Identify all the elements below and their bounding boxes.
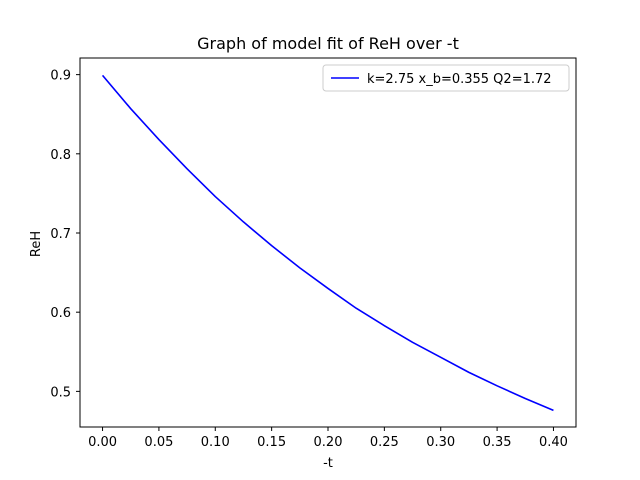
x-tick-label: 0.10: [201, 435, 230, 450]
legend-box: [322, 64, 570, 92]
x-tick-label: 0.00: [88, 435, 117, 450]
y-tick-label: 0.5: [50, 385, 71, 400]
x-tick-label: 0.15: [257, 435, 286, 450]
y-tick-label: 0.8: [50, 148, 71, 163]
x-tick-label: 0.35: [483, 435, 512, 450]
chart-title: Graph of model fit of ReH over -t: [197, 34, 459, 53]
x-tick-label: 0.20: [314, 435, 343, 450]
y-axis-label: ReH: [29, 231, 44, 257]
x-axis-label: -t: [323, 456, 333, 471]
x-tick-label: 0.40: [539, 435, 568, 450]
x-tick-label: 0.05: [144, 435, 173, 450]
y-tick-label: 0.9: [50, 69, 71, 84]
x-tick-label: 0.30: [426, 435, 455, 450]
x-tick-label: 0.25: [370, 435, 399, 450]
legend-label: k=2.75 x_b=0.355 Q2=1.72: [367, 72, 552, 87]
y-tick-label: 0.6: [50, 306, 71, 321]
series-line: [101, 74, 554, 412]
plot-area: 0.00 0.05 0.10 0.15 0.20 0.25 0.30 0.35 0.40 0.5 0…: [50, 57, 577, 450]
legend: k=2.75 x_b=0.355 Q2=1.72: [322, 64, 570, 92]
y-tick-label: 0.7: [50, 227, 71, 242]
